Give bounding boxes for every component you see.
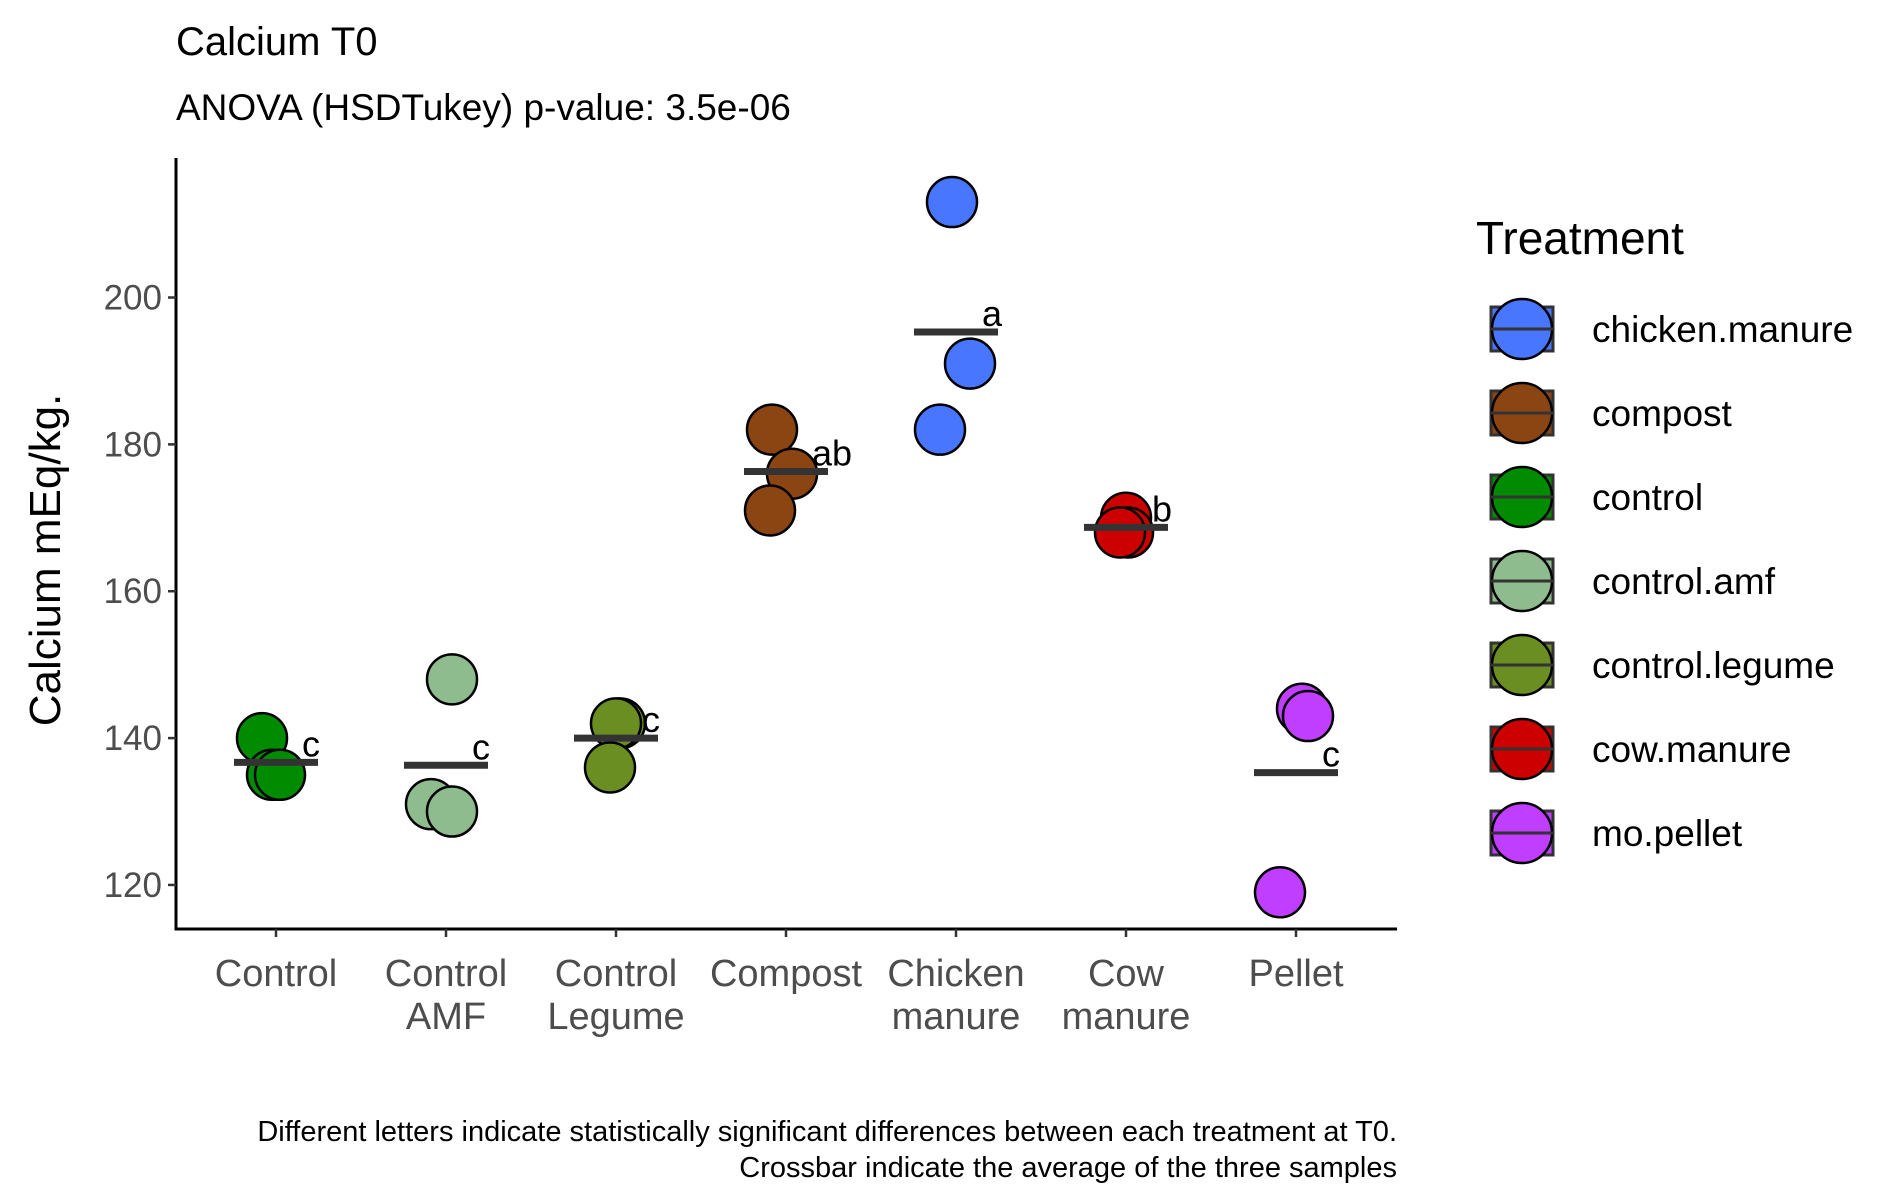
legend-label: control — [1592, 477, 1703, 518]
x-tick-label: Cow — [1088, 953, 1165, 995]
significance-letter: a — [982, 293, 1003, 334]
legend-item-mo-pellet: mo.pellet — [1489, 801, 1743, 865]
data-point — [425, 785, 479, 838]
significance-letter: c — [642, 699, 660, 740]
x-tick-label: manure — [892, 996, 1021, 1038]
y-tick-label: 140 — [104, 719, 162, 758]
legend-item-compost: compost — [1489, 381, 1733, 445]
significance-letter: ab — [812, 433, 852, 474]
legend-item-control: control — [1489, 465, 1703, 529]
y-tick-label: 120 — [104, 866, 162, 905]
data-point — [253, 748, 307, 802]
series-mo-pellet: c — [1253, 682, 1340, 919]
y-tick-label: 200 — [104, 279, 162, 318]
x-tick-label: Control — [555, 953, 678, 995]
series-cow-manure: b — [1084, 488, 1172, 559]
significance-letter: b — [1152, 488, 1172, 529]
legend-item-chicken-manure: chicken.manure — [1489, 297, 1853, 361]
x-tick-label: Control — [215, 953, 338, 995]
series-compost: ab — [743, 403, 852, 537]
legend-label: cow.manure — [1592, 729, 1792, 770]
legend-item-control-amf: control.amf — [1489, 549, 1776, 613]
x-tick-label: AMF — [406, 996, 486, 1038]
data-point — [1253, 866, 1307, 919]
legend-title: Treatment — [1476, 212, 1684, 264]
legend-label: mo.pellet — [1592, 813, 1743, 854]
legend-item-control-legume: control.legume — [1489, 633, 1835, 697]
series-control: c — [234, 711, 320, 802]
legend-label: control.amf — [1592, 561, 1776, 602]
series-chicken-manure: a — [913, 175, 1003, 456]
data-point — [745, 403, 799, 456]
x-tick-label: Pellet — [1248, 953, 1343, 995]
x-tick-label: manure — [1062, 996, 1191, 1038]
x-tick-label: Chicken — [887, 953, 1024, 995]
data-point — [943, 337, 997, 390]
chart-title: Calcium T0 — [176, 20, 378, 64]
legend: chicken.manure compost control control.amf c… — [1489, 297, 1853, 865]
series-control-amf: c — [404, 653, 490, 838]
data-point — [925, 175, 979, 229]
legend-label: control.legume — [1592, 645, 1835, 686]
data-point — [1093, 506, 1147, 559]
x-tick-label: Compost — [710, 953, 862, 995]
x-tick-label: Control — [385, 953, 508, 995]
x-tick-label: Legume — [547, 996, 684, 1038]
series-control-legume: c — [574, 697, 660, 794]
significance-letter: c — [302, 723, 320, 764]
legend-label: compost — [1592, 393, 1733, 434]
legend-label: chicken.manure — [1592, 309, 1853, 350]
caption-line-1: Different letters indicate statistically… — [257, 1116, 1397, 1148]
caption-line-2: Crossbar indicate the average of the thr… — [739, 1152, 1397, 1184]
y-axis-title: Calcium mEq/kg. — [21, 394, 70, 727]
significance-letter: c — [472, 726, 490, 767]
data-point — [425, 653, 479, 706]
significance-letter: c — [1322, 734, 1340, 775]
y-tick-label: 180 — [104, 425, 162, 464]
chart-subtitle: ANOVA (HSDTukey) p-value: 3.5e-06 — [176, 87, 791, 128]
data-point — [583, 741, 637, 794]
data-point — [913, 403, 967, 456]
y-tick-label: 160 — [104, 572, 162, 611]
data-point — [1281, 689, 1335, 743]
legend-item-cow-manure: cow.manure — [1489, 717, 1792, 781]
data-point — [743, 484, 797, 537]
